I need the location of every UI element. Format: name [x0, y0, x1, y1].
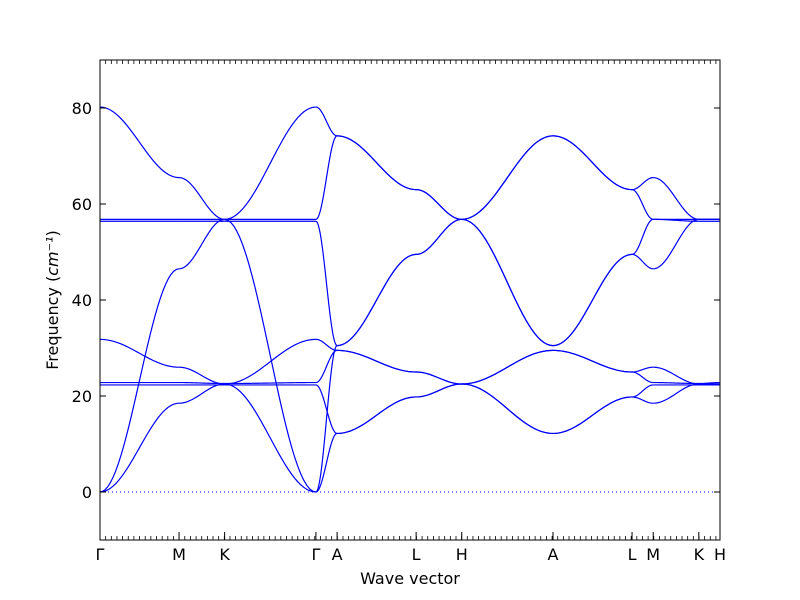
band-line-seg3-b4	[315, 349, 338, 384]
band-line-seg3-b6	[315, 135, 338, 220]
band-line-seg3-b1	[315, 432, 338, 493]
band-line-seg4-b5	[337, 396, 417, 435]
band-line-seg1-b2	[178, 177, 225, 220]
x-tick-label: K	[219, 545, 230, 564]
x-tick-label: A	[548, 545, 559, 564]
band-line-seg8-b4	[632, 371, 654, 384]
band-line-seg7-b7	[552, 135, 633, 191]
x-tick-label: A	[332, 545, 343, 564]
band-line-seg7-b4	[552, 349, 633, 373]
band-line-seg2-b2	[224, 106, 316, 220]
y-axis-label: Frequency (cm⁻¹)	[43, 230, 62, 370]
band-line-seg2-b1	[224, 383, 316, 493]
x-tick-label: Γ	[96, 545, 105, 564]
band-line-seg5-b4	[416, 371, 462, 385]
band-line-seg2-b0	[224, 218, 317, 493]
y-tick-label: 60	[72, 195, 92, 214]
y-axis-label-unit: cm⁻¹	[43, 237, 62, 276]
plot-area	[99, 106, 720, 493]
band-line-seg6-b4	[461, 349, 554, 385]
band-line-seg4-b6	[337, 135, 417, 191]
band-line-seg6-b6	[461, 218, 554, 347]
y-tick-label: 0	[82, 483, 92, 502]
y-tick-label: 80	[72, 99, 92, 118]
x-tick-label: L	[412, 545, 421, 564]
band-line-seg8-b3	[632, 396, 654, 404]
band-line-seg9-b0	[653, 177, 699, 220]
band-line-seg2-b3	[224, 338, 316, 385]
band-line-seg3-b3	[315, 338, 338, 351]
band-line-seg5-b5	[416, 383, 462, 398]
band-line-seg3-b5	[315, 384, 338, 435]
band-line-seg8-b5	[632, 384, 654, 398]
band-line-seg9-b2	[653, 218, 699, 270]
band-line-seg2-b4	[224, 381, 316, 385]
band-line-seg3-b2	[315, 106, 338, 137]
band-line-seg8-b0	[632, 177, 654, 191]
x-tick-label: H	[714, 545, 726, 564]
y-tick-label: 40	[72, 291, 92, 310]
band-line-seg7-b5	[552, 396, 633, 435]
band-line-seg6-b7	[461, 135, 554, 220]
band-line-seg8-b7	[631, 189, 654, 220]
band-line-seg8-b2	[632, 253, 654, 270]
band-line-seg3-b7	[315, 220, 338, 347]
y-axis-label-text: Frequency	[43, 287, 62, 370]
band-line-seg8-b6	[631, 218, 654, 255]
band-line-seg0-b2	[99, 106, 180, 179]
band-line-seg0-b0	[99, 268, 180, 493]
band-line-seg5-b7	[416, 218, 462, 255]
band-line-seg9-b4	[653, 381, 699, 385]
x-tick-label: M	[172, 545, 186, 564]
x-axis-label: Wave vector	[360, 569, 460, 588]
band-line-seg0-b1	[99, 402, 180, 493]
band-line-seg9-b7	[653, 218, 699, 222]
x-tick-label: K	[694, 545, 705, 564]
band-line-seg6-b5	[461, 383, 554, 435]
band-line-seg1-b0	[178, 218, 225, 270]
band-line-seg10-b4	[698, 381, 720, 385]
band-line-seg3-b0	[315, 345, 338, 493]
band-line-seg1-b4	[179, 381, 225, 385]
band-line-seg4-b7	[337, 253, 417, 347]
y-axis-label-group: Frequency (cm⁻¹)	[43, 230, 62, 370]
x-tick-label: L	[628, 545, 637, 564]
x-tick-label: Γ	[311, 545, 320, 564]
x-tick-label: H	[456, 545, 468, 564]
y-tick-label: 20	[72, 387, 92, 406]
band-line-seg0-b3	[99, 338, 180, 368]
x-tick-label: M	[646, 545, 660, 564]
band-line-seg8-b1	[632, 366, 654, 373]
band-line-seg7-b6	[552, 253, 633, 347]
band-line-seg4-b4	[337, 349, 417, 373]
band-line-seg5-b6	[416, 189, 462, 220]
